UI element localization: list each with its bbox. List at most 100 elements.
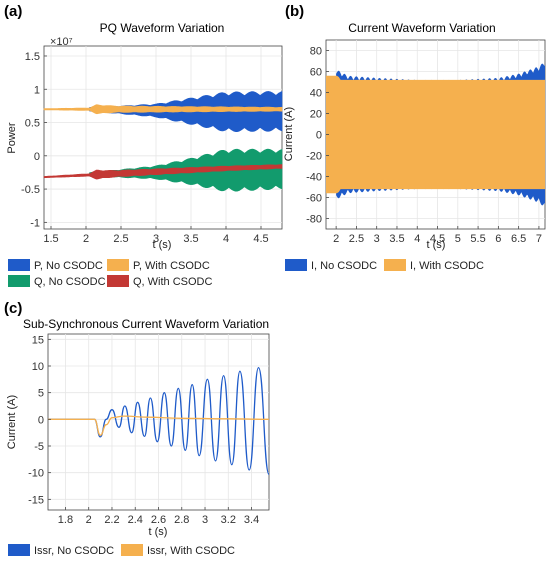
b-y-tick-label: 40 (310, 88, 322, 100)
panel-b-label: (b) (285, 3, 304, 20)
a-y-tick-label: 0 (34, 151, 40, 163)
panel-b-series (326, 63, 545, 206)
panel-b-y-label: Current (A) (283, 107, 295, 161)
b-x-tick-label: 4 (414, 233, 420, 245)
panel-c-x-ticks: 1.8 2 2.2 2.4 2.6 2.8 3 3.2 3.4 (58, 507, 259, 526)
c-x-tick-label: 3.4 (244, 514, 259, 526)
c-y-tick-label: 15 (32, 334, 44, 346)
c-x-tick-label: 1.8 (58, 514, 73, 526)
b-x-tick-label: 7 (536, 233, 542, 245)
c-y-tick-label: -15 (28, 494, 44, 506)
legend-swatch-issr-with-csodc (121, 544, 143, 556)
c-x-tick-label: 2.8 (174, 514, 189, 526)
panel-c-y-ticks: -15 -10 -5 0 5 10 15 (28, 334, 51, 506)
legend-label-q-no-csodc: Q, No CSODC (34, 276, 106, 288)
panel-c: (c) Sub-Synchronous Current Waveform Var… (4, 300, 270, 557)
panel-a-x-ticks: 1.5 2 2.5 3 3.5 4 4.5 (43, 226, 269, 245)
legend-label-q-with-csodc: Q, With CSODC (133, 276, 213, 288)
panel-a-legend: P, No CSODC P, With CSODC Q, No CSODC Q,… (8, 259, 213, 288)
legend-swatch-issr-no-csodc (8, 544, 30, 556)
b-y-tick-label: -20 (306, 151, 322, 163)
c-x-tick-label: 2.6 (151, 514, 166, 526)
c-y-tick-label: 10 (32, 361, 44, 373)
b-x-tick-label: 2 (333, 233, 339, 245)
b-x-tick-label: 5 (455, 233, 461, 245)
b-y-tick-label: 80 (310, 46, 322, 58)
b-x-tick-label: 3 (374, 233, 380, 245)
panel-a-series (43, 91, 283, 192)
panel-b: (b) Current Waveform Variation 2 2.5 3 3.5 4… (283, 3, 546, 272)
c-x-tick-label: 3.2 (221, 514, 236, 526)
panel-a-multiplier: ×10⁷ (50, 36, 73, 48)
b-x-tick-label: 4.5 (430, 233, 445, 245)
panel-a-grid (44, 46, 282, 229)
a-y-tick-label: -0.5 (21, 184, 40, 196)
b-x-tick-label: 5.5 (470, 233, 485, 245)
panel-c-series (48, 366, 270, 475)
series-i-with-csodc (326, 75, 545, 194)
c-x-tick-label: 3 (202, 514, 208, 526)
c-y-tick-label: 0 (38, 414, 44, 426)
a-x-tick-label: 2.5 (113, 233, 128, 245)
a-x-tick-label: 2 (83, 233, 89, 245)
panel-b-x-ticks: 2 2.5 3 3.5 4 4.5 5 5.5 6 6.5 7 (333, 226, 542, 245)
panel-c-x-label: t (s) (149, 526, 168, 538)
legend-label-p-no-csodc: P, No CSODC (34, 260, 103, 272)
panel-b-title: Current Waveform Variation (348, 21, 495, 35)
legend-swatch-q-with-csodc (107, 275, 129, 287)
legend-swatch-p-no-csodc (8, 259, 30, 271)
legend-swatch-i-no-csodc (285, 259, 307, 271)
legend-label-issr-no-csodc: Issr, No CSODC (34, 545, 114, 557)
series-p-with-csodc (43, 104, 283, 115)
panel-a-y-ticks: -1 -0.5 0 0.5 1 1.5 (21, 51, 47, 229)
panel-b-x-label: t (s) (427, 239, 446, 251)
panel-a: (a) PQ Waveform Variation ×10⁷ 1.5 2 2.5 3 3… (4, 3, 283, 288)
c-x-tick-label: 2 (86, 514, 92, 526)
panel-c-y-label: Current (A) (6, 395, 18, 449)
panel-b-y-ticks: -80 -60 -40 -20 0 20 40 60 80 (306, 46, 329, 226)
legend-swatch-q-no-csodc (8, 275, 30, 287)
series-issr-no-csodc (48, 366, 270, 475)
a-x-tick-label: 4.5 (253, 233, 268, 245)
panel-c-title: Sub-Synchronous Current Waveform Variati… (23, 317, 269, 331)
b-y-tick-label: 20 (310, 109, 322, 121)
panel-a-title: PQ Waveform Variation (100, 21, 225, 35)
legend-label-i-with-csodc: I, With CSODC (410, 260, 484, 272)
b-x-tick-label: 6.5 (511, 233, 526, 245)
c-y-tick-label: 5 (38, 388, 44, 400)
c-y-tick-label: -10 (28, 468, 44, 480)
b-y-tick-label: -80 (306, 214, 322, 226)
panel-a-x-label: t (s) (153, 239, 172, 251)
legend-swatch-p-with-csodc (107, 259, 129, 271)
legend-label-i-no-csodc: I, No CSODC (311, 260, 377, 272)
b-y-tick-label: 0 (316, 130, 322, 142)
legend-swatch-i-with-csodc (384, 259, 406, 271)
c-y-tick-label: -5 (34, 441, 44, 453)
a-y-tick-label: 1 (34, 84, 40, 96)
panel-c-legend: Issr, No CSODC Issr, With CSODC (8, 544, 235, 557)
panel-a-label: (a) (4, 3, 22, 20)
b-y-tick-label: -60 (306, 193, 322, 205)
legend-label-issr-with-csodc: Issr, With CSODC (147, 545, 235, 557)
a-x-tick-label: 4 (223, 233, 229, 245)
legend-label-p-with-csodc: P, With CSODC (133, 260, 210, 272)
series-issr-with-csodc (48, 415, 270, 436)
panel-c-label: (c) (4, 300, 22, 317)
a-y-tick-label: 1.5 (25, 51, 40, 63)
b-y-tick-label: -40 (306, 172, 322, 184)
b-y-tick-label: 60 (310, 67, 322, 79)
c-x-tick-label: 2.4 (128, 514, 143, 526)
a-x-tick-label: 3 (153, 233, 159, 245)
series-q-with-csodc (43, 164, 283, 180)
c-x-tick-label: 2.2 (104, 514, 119, 526)
b-x-tick-label: 6 (495, 233, 501, 245)
b-x-tick-label: 2.5 (349, 233, 364, 245)
a-x-tick-label: 1.5 (43, 233, 58, 245)
a-x-tick-label: 3.5 (183, 233, 198, 245)
panel-a-y-label: Power (6, 122, 18, 154)
a-y-tick-label: 0.5 (25, 118, 40, 130)
a-y-tick-label: -1 (30, 217, 40, 229)
panel-b-legend: I, No CSODC I, With CSODC (285, 259, 484, 272)
b-x-tick-label: 3.5 (389, 233, 404, 245)
